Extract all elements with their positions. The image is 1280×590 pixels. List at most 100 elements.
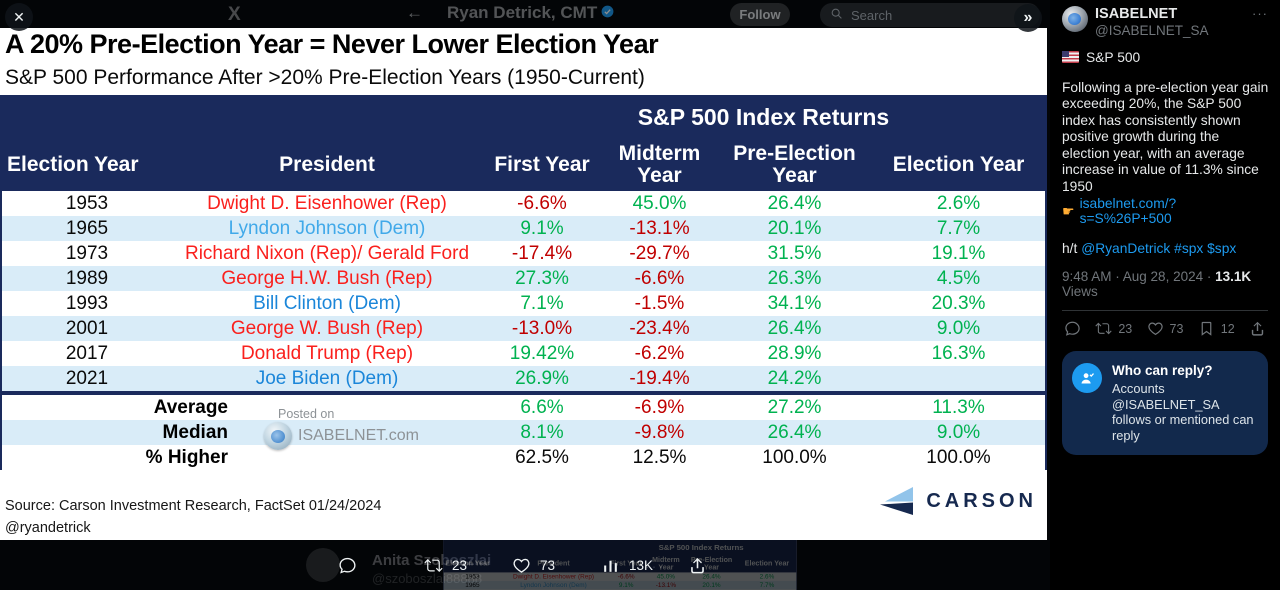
account-handle: @ISABELNET_SA <box>1095 22 1209 38</box>
account-avatar[interactable] <box>1062 6 1088 32</box>
cell-first-year: 7.1% <box>520 293 564 314</box>
account-name[interactable]: ISABELNET <box>1095 6 1178 22</box>
performance-table: S&P 500 Index Returns Election Year Pres… <box>0 95 1047 470</box>
ghost-avatar <box>306 548 340 582</box>
cell-midterm-year: -29.7% <box>629 243 690 264</box>
bookmark-count: 12 <box>1220 321 1235 336</box>
summary-label: % Higher <box>145 447 228 468</box>
us-flag-icon <box>1062 51 1079 64</box>
summary-value: 62.5% <box>515 447 569 468</box>
repost-button[interactable]: 23 <box>424 556 467 575</box>
reply-button[interactable] <box>338 556 357 575</box>
col-header-election-year-2: Election Year <box>892 152 1025 176</box>
media-lightbox: X ← Ryan Detrick, CMT Follow Search ✕ » … <box>0 3 1047 590</box>
tweet-link[interactable]: isabelnet.com/?s=S%26P+500 <box>1079 196 1177 227</box>
cell-election-year: 1973 <box>65 243 109 264</box>
tweet-body-text: Following a pre-election year gain excee… <box>1062 79 1269 194</box>
tweet-detail-sidebar: ISABELNET @ISABELNET_SA ··· S&P 500 Foll… <box>1050 0 1280 590</box>
cell-election-year: 2017 <box>65 343 109 364</box>
repost-button-sidebar[interactable]: 23 <box>1095 320 1132 337</box>
cell-election-year: 2021 <box>65 368 109 389</box>
reply-icon <box>1065 322 1080 337</box>
summary-row: Average 6.6% -6.9% 27.2% 11.3% <box>2 395 1045 420</box>
cell-first-year: -6.6% <box>517 193 567 214</box>
cell-election-year-return: 4.5% <box>936 268 981 289</box>
source-line: Source: Carson Investment Research, Fact… <box>5 498 382 514</box>
col-header-pre-election-year: Pre-Election Year <box>733 141 856 187</box>
summary-value: 26.4% <box>767 422 822 443</box>
cell-pre-election-year: 28.9% <box>767 343 822 364</box>
like-count: 73 <box>540 558 556 573</box>
cell-midterm-year: -1.5% <box>634 293 685 314</box>
cell-pre-election-year: 26.4% <box>767 193 822 214</box>
summary-value: 9.0% <box>936 422 981 443</box>
chart-title: A 20% Pre-Election Year = Never Lower El… <box>5 29 659 59</box>
table-summary: Average 6.6% -6.9% 27.2% 11.3% Median 8.1% -9.8… <box>2 391 1045 470</box>
profile-title: Ryan Detrick, CMT <box>447 3 614 23</box>
col-header-first-year: First Year <box>494 152 590 176</box>
bookmark-button-sidebar[interactable]: 12 <box>1198 320 1235 337</box>
table-row: 1993 Bill Clinton (Dem) 7.1% -1.5% 34.1% 20.3… <box>2 291 1045 316</box>
tweet-meta: 9:48 AM · Aug 28, 2024 · 13.1K Views <box>1062 269 1268 299</box>
close-icon: ✕ <box>13 8 25 25</box>
pointing-finger-icon: ☛ <box>1062 202 1075 219</box>
follow-button[interactable]: Follow <box>730 3 790 26</box>
views-count: 13K <box>629 558 654 573</box>
profile-title-text: Ryan Detrick, CMT <box>447 3 598 22</box>
cell-election-year: 1953 <box>65 193 109 214</box>
next-image-button[interactable]: » <box>1014 4 1042 32</box>
who-can-reply-box: Who can reply? Accounts @ISABELNET_SA fo… <box>1062 351 1268 456</box>
cell-first-year: 27.3% <box>515 268 569 289</box>
share-button[interactable] <box>688 556 707 575</box>
table-row: 2021 Joe Biden (Dem) 26.9% -19.4% 24.2% <box>2 366 1045 391</box>
summary-label: Median <box>162 422 228 443</box>
summary-value: 27.2% <box>767 397 822 418</box>
cell-president: Richard Nixon (Rep)/ Gerald Ford <box>184 243 470 264</box>
views-button[interactable]: 13K <box>601 556 653 575</box>
tweet-headline-text: S&P 500 <box>1086 49 1141 65</box>
ghost-more-icon: ··· <box>645 558 665 574</box>
reply-button-sidebar[interactable] <box>1064 320 1081 337</box>
cell-first-year: 26.9% <box>515 368 569 389</box>
cell-midterm-year: -6.6% <box>634 268 685 289</box>
cell-pre-election-year: 31.5% <box>767 243 822 264</box>
cell-first-year: 9.1% <box>520 218 564 239</box>
tweet-views-label: Views <box>1062 284 1098 300</box>
ghost-reply-name: Anita Szoboszlai <box>372 552 492 569</box>
like-icon <box>1147 322 1163 336</box>
who-can-reply-title: Who can reply? <box>1112 363 1213 379</box>
cell-election-year: 1965 <box>65 218 109 239</box>
chevron-double-right-icon: » <box>1023 9 1033 26</box>
back-arrow-icon[interactable]: ← <box>406 3 423 22</box>
search-input[interactable]: Search <box>820 3 1040 27</box>
table-row: 1989 George H.W. Bush (Rep) 27.3% -6.6% 26.3… <box>2 266 1045 291</box>
ghost-reply-handle: @szoboszlai88888 <box>372 571 483 586</box>
x-logo: X <box>228 4 241 25</box>
chart-subtitle: S&P 500 Performance After >20% Pre-Elect… <box>5 66 645 89</box>
account-header[interactable]: ISABELNET @ISABELNET_SA ··· <box>1062 6 1268 39</box>
cell-election-year-return: 20.3% <box>931 293 986 314</box>
cell-election-year-return <box>872 366 1045 391</box>
share-button-sidebar[interactable] <box>1249 320 1266 337</box>
reply-icon <box>339 557 356 574</box>
table-row: 2001 George W. Bush (Rep) -13.0% -23.4% 26.4… <box>2 316 1045 341</box>
cell-election-year-return: 9.0% <box>936 318 981 339</box>
summary-label: Average <box>153 397 228 418</box>
tweet-headline: S&P 500 <box>1062 50 1268 65</box>
table-group-header: S&P 500 Index Returns <box>637 103 890 130</box>
divider <box>1062 310 1268 312</box>
like-button[interactable]: 73 <box>512 556 555 575</box>
summary-value: 11.3% <box>932 397 985 418</box>
table-row: 1965 Lyndon Johnson (Dem) 9.1% -13.1% 20.1% 7… <box>2 216 1045 241</box>
cell-president: Bill Clinton (Dem) <box>253 293 401 314</box>
cell-election-year: 2001 <box>65 318 109 339</box>
hat-tip-links[interactable]: @RyanDetrick #spx $spx <box>1081 241 1237 257</box>
cell-first-year: -13.0% <box>511 318 573 339</box>
chart-image: A 20% Pre-Election Year = Never Lower El… <box>0 28 1047 540</box>
close-button[interactable]: ✕ <box>5 3 33 31</box>
summary-value: 8.1% <box>520 422 564 443</box>
like-button-sidebar[interactable]: 73 <box>1147 320 1183 337</box>
cell-midterm-year: -13.1% <box>629 218 690 239</box>
more-options-icon[interactable]: ··· <box>1252 6 1268 21</box>
search-icon <box>830 7 843 23</box>
